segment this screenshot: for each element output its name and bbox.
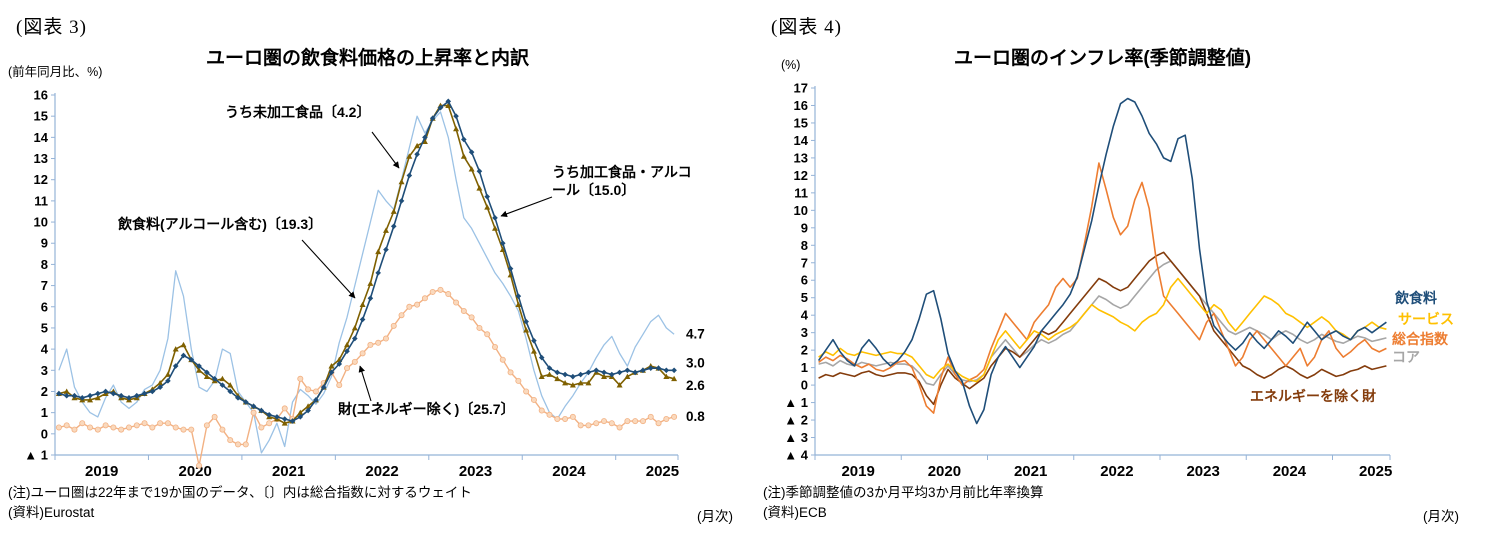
svg-text:2: 2 [41, 384, 48, 399]
svg-text:14: 14 [794, 133, 809, 148]
svg-text:2020: 2020 [178, 463, 211, 480]
svg-text:2023: 2023 [459, 463, 492, 480]
fig4-note: (注)季節調整値の3か月平均3か月前比年率換算 [763, 485, 1044, 500]
fig4-title: ユーロ圏のインフレ率(季節調整値) [953, 48, 1252, 69]
fig4-series-label-food: 飲食料 [1395, 290, 1437, 306]
svg-text:2025: 2025 [1359, 463, 1392, 480]
svg-text:5: 5 [801, 290, 808, 305]
svg-text:2023: 2023 [1186, 463, 1219, 480]
fig4-chart: ▲ 4▲ 3▲ 2▲ 10123456789101112131415161720… [784, 81, 1392, 481]
svg-text:13: 13 [794, 150, 808, 165]
svg-text:2022: 2022 [1100, 463, 1133, 480]
svg-text:9: 9 [41, 236, 48, 251]
svg-text:17: 17 [794, 81, 808, 96]
fig3-note: (注)ユーロ圏は22年まで19か国のデータ、〔〕内は総合指数に対するウェイト [8, 485, 472, 500]
svg-text:7: 7 [41, 278, 48, 293]
fig3-annotation-processed-food: うち加工食品・アルコール〔15.0〕 [552, 164, 692, 199]
svg-text:0: 0 [41, 426, 48, 441]
svg-text:6: 6 [801, 273, 808, 288]
svg-text:▲ 2: ▲ 2 [784, 413, 808, 428]
fig4-series-label-core: コア [1392, 349, 1420, 365]
svg-text:4: 4 [41, 342, 49, 357]
svg-text:2022: 2022 [365, 463, 398, 480]
svg-text:2.6: 2.6 [686, 378, 705, 393]
fig3-annotation-goods-ex-energy: 財(エネルギー除く)〔25.7〕 [338, 401, 515, 417]
svg-text:14: 14 [34, 130, 49, 145]
svg-text:8: 8 [41, 257, 48, 272]
svg-text:2020: 2020 [928, 463, 961, 480]
svg-text:15: 15 [34, 109, 48, 124]
svg-text:2019: 2019 [85, 463, 118, 480]
svg-text:▲ 1: ▲ 1 [784, 395, 808, 410]
fig4-frequency: (月次) [1423, 509, 1459, 524]
svg-text:3: 3 [41, 363, 48, 378]
svg-text:10: 10 [794, 203, 808, 218]
svg-text:▲ 3: ▲ 3 [784, 430, 808, 445]
fig4-series-label-headline: 総合指数 [1392, 331, 1448, 347]
svg-text:2021: 2021 [272, 463, 305, 480]
svg-text:12: 12 [794, 168, 808, 183]
svg-text:1: 1 [801, 360, 808, 375]
svg-text:2024: 2024 [1273, 463, 1307, 480]
svg-text:0: 0 [801, 378, 808, 393]
fig3-annotation-unprocessed-food: うち未加工食品〔4.2〕 [225, 104, 371, 120]
svg-text:4: 4 [801, 308, 809, 323]
svg-text:2019: 2019 [841, 463, 874, 480]
svg-text:13: 13 [34, 151, 48, 166]
fig3-frequency: (月次) [697, 509, 733, 524]
svg-text:0.8: 0.8 [686, 409, 705, 424]
svg-text:5: 5 [41, 320, 48, 335]
svg-text:9: 9 [801, 220, 808, 235]
svg-text:▲ 1: ▲ 1 [24, 448, 48, 463]
svg-text:▲ 4: ▲ 4 [784, 448, 808, 463]
fig4-series-label-goods-ex-energy: エネルギーを除く財 [1250, 388, 1376, 404]
fig4-source: (資料)ECB [763, 505, 827, 520]
svg-text:1: 1 [41, 405, 48, 420]
fig3-label: (図表 3) [16, 17, 87, 38]
svg-text:2021: 2021 [1014, 463, 1047, 480]
svg-text:8: 8 [801, 238, 808, 253]
svg-text:2025: 2025 [646, 463, 679, 480]
fig4-label: (図表 4) [771, 17, 842, 38]
svg-text:11: 11 [794, 185, 808, 200]
fig3-panel: ▲ 1 0 1 2 3 4 5 6 7 8 9 10 11 12 13 14 15 16 2019 2020 2021 2… [0, 0, 750, 550]
svg-text:11: 11 [34, 193, 48, 208]
fig3-annotation-food-total: 飲食料(アルコール含む)〔19.3〕 [118, 216, 323, 232]
svg-text:7: 7 [801, 255, 808, 270]
svg-text:4.7: 4.7 [686, 326, 705, 341]
fig4-panel: ▲ 4 ▲ 3 ▲ 2 ▲ 1 0 1 2 3 4 5 6 7 8 9 10 11 12 13 14 15 16 17 20… [755, 0, 1505, 550]
svg-text:16: 16 [794, 98, 808, 113]
svg-text:6: 6 [41, 299, 48, 314]
svg-text:15: 15 [794, 115, 808, 130]
svg-text:2024: 2024 [552, 463, 586, 480]
fig3-y-axis-unit: (前年同月比、%) [8, 65, 103, 79]
fig4-series-label-services: サービス [1398, 311, 1454, 327]
fig4-y-axis-unit: (%) [781, 58, 801, 72]
svg-text:16: 16 [34, 88, 48, 103]
fig3-title: ユーロ圏の飲食料価格の上昇率と内訳 [205, 48, 529, 69]
svg-text:12: 12 [34, 172, 48, 187]
svg-text:10: 10 [34, 215, 48, 230]
svg-text:3: 3 [801, 325, 808, 340]
svg-text:3.0: 3.0 [686, 355, 705, 370]
fig3-source: (資料)Eurostat [8, 505, 95, 520]
svg-text:2: 2 [801, 343, 808, 358]
